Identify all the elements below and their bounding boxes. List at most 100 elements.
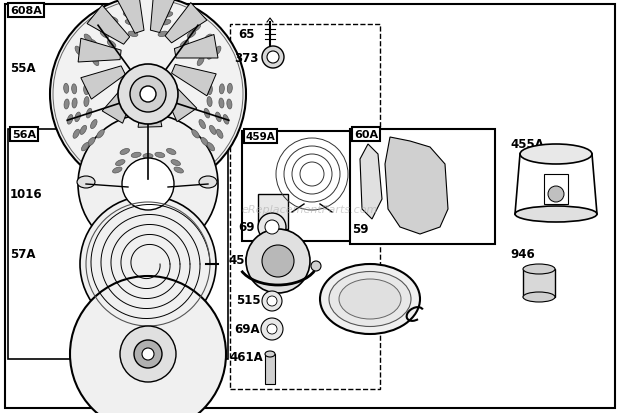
Ellipse shape — [163, 13, 173, 18]
Text: eReplacementParts.com: eReplacementParts.com — [242, 204, 378, 214]
Text: 608A: 608A — [10, 6, 42, 16]
Text: 373: 373 — [234, 51, 259, 64]
Ellipse shape — [75, 47, 82, 56]
Ellipse shape — [207, 85, 213, 95]
Ellipse shape — [100, 31, 108, 38]
Ellipse shape — [262, 47, 284, 69]
Ellipse shape — [523, 292, 555, 302]
Ellipse shape — [97, 131, 104, 139]
Ellipse shape — [73, 130, 79, 139]
Ellipse shape — [80, 126, 87, 135]
Text: 59: 59 — [352, 223, 368, 236]
Ellipse shape — [131, 153, 141, 158]
Ellipse shape — [207, 51, 214, 60]
Polygon shape — [81, 67, 125, 100]
Polygon shape — [172, 65, 216, 97]
Polygon shape — [385, 138, 448, 235]
Text: 455A: 455A — [510, 138, 544, 151]
Ellipse shape — [64, 84, 69, 94]
Ellipse shape — [204, 109, 210, 119]
Text: 69: 69 — [238, 221, 254, 234]
Ellipse shape — [72, 99, 77, 109]
Text: 1016: 1016 — [10, 188, 43, 201]
Ellipse shape — [192, 25, 200, 32]
Ellipse shape — [84, 35, 92, 43]
Ellipse shape — [210, 126, 216, 135]
Ellipse shape — [123, 13, 133, 18]
Bar — [350, 130, 495, 244]
Ellipse shape — [113, 168, 122, 173]
Ellipse shape — [207, 97, 212, 107]
Ellipse shape — [143, 166, 153, 171]
Text: 57A: 57A — [10, 248, 35, 261]
Circle shape — [140, 87, 156, 103]
Ellipse shape — [159, 173, 169, 178]
Bar — [523, 269, 555, 297]
Ellipse shape — [216, 130, 223, 139]
Ellipse shape — [167, 149, 176, 155]
Ellipse shape — [143, 174, 153, 179]
Polygon shape — [174, 36, 218, 59]
Circle shape — [267, 324, 277, 334]
Polygon shape — [78, 39, 121, 63]
Ellipse shape — [197, 57, 204, 66]
Text: 461A: 461A — [229, 351, 263, 363]
Ellipse shape — [207, 143, 215, 152]
Ellipse shape — [84, 85, 89, 95]
Circle shape — [130, 77, 166, 113]
Circle shape — [548, 187, 564, 202]
Ellipse shape — [216, 113, 221, 122]
Ellipse shape — [201, 138, 208, 146]
Bar — [265, 354, 275, 384]
Ellipse shape — [77, 177, 95, 189]
Ellipse shape — [155, 153, 165, 158]
Ellipse shape — [523, 264, 555, 274]
Ellipse shape — [86, 109, 92, 119]
Circle shape — [70, 276, 226, 413]
Ellipse shape — [223, 115, 229, 125]
Circle shape — [134, 340, 162, 368]
Ellipse shape — [67, 115, 73, 125]
Ellipse shape — [91, 120, 97, 129]
Ellipse shape — [192, 131, 199, 139]
Ellipse shape — [112, 25, 122, 31]
Ellipse shape — [129, 165, 139, 170]
Circle shape — [80, 197, 216, 332]
Ellipse shape — [84, 97, 89, 107]
Polygon shape — [115, 0, 144, 34]
Ellipse shape — [339, 279, 401, 319]
Circle shape — [261, 318, 283, 340]
Circle shape — [258, 214, 286, 242]
Circle shape — [262, 245, 294, 277]
Polygon shape — [102, 80, 138, 124]
Ellipse shape — [115, 160, 125, 166]
Ellipse shape — [169, 36, 179, 42]
Ellipse shape — [82, 51, 89, 60]
Text: 946: 946 — [510, 248, 534, 261]
Circle shape — [311, 261, 321, 271]
Ellipse shape — [128, 173, 137, 178]
Ellipse shape — [157, 165, 167, 170]
Ellipse shape — [107, 41, 116, 48]
Ellipse shape — [219, 85, 224, 95]
Text: 58: 58 — [330, 293, 347, 306]
Text: 515: 515 — [236, 293, 260, 306]
Ellipse shape — [204, 35, 212, 43]
Ellipse shape — [199, 177, 217, 189]
Ellipse shape — [87, 138, 95, 146]
Polygon shape — [151, 0, 177, 33]
Ellipse shape — [180, 41, 188, 48]
Circle shape — [50, 0, 246, 192]
Circle shape — [78, 115, 218, 254]
Ellipse shape — [190, 49, 197, 57]
Ellipse shape — [158, 32, 168, 38]
Ellipse shape — [81, 143, 89, 152]
Ellipse shape — [228, 84, 232, 94]
Polygon shape — [360, 145, 382, 219]
Ellipse shape — [267, 52, 279, 64]
Circle shape — [246, 230, 310, 293]
Ellipse shape — [329, 272, 411, 327]
Ellipse shape — [72, 85, 77, 95]
Ellipse shape — [125, 20, 135, 26]
Ellipse shape — [128, 32, 138, 38]
